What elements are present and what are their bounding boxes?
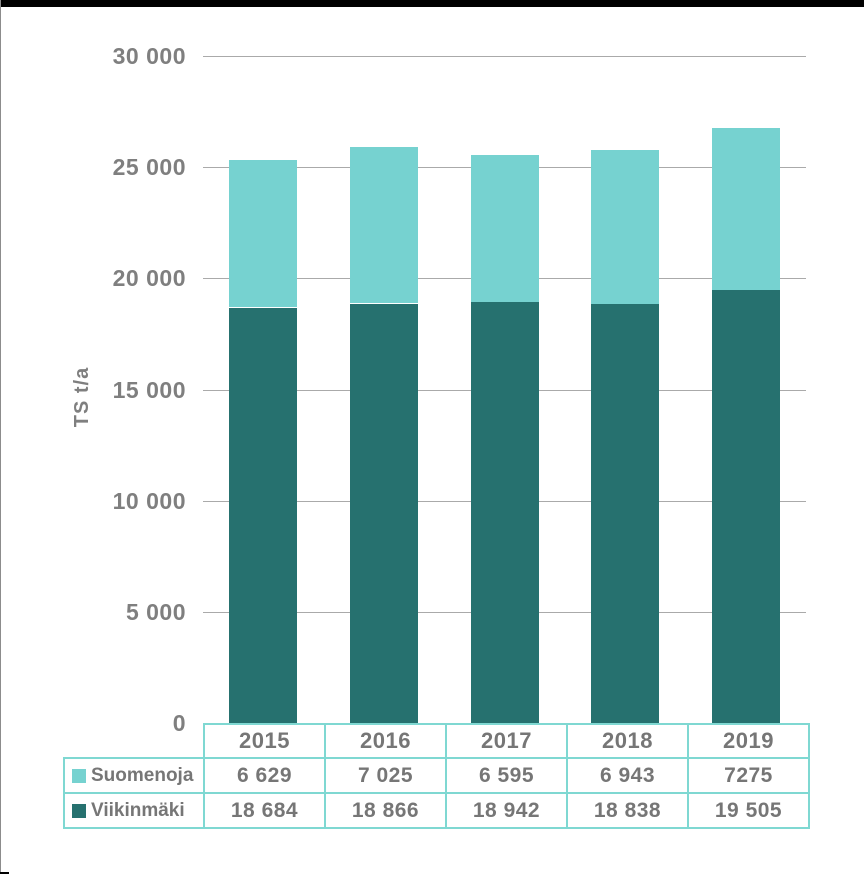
value-cell-suomenoja-2015: 6 629 — [203, 757, 326, 794]
bar-segment-suomenoja-2015 — [229, 160, 297, 307]
y-tick-label: 10 000 — [112, 488, 186, 514]
y-tick-label: 25 000 — [112, 154, 186, 180]
bottom-left-corner-mark — [0, 872, 9, 874]
y-tick-label: 20 000 — [112, 265, 186, 291]
data-table: 2015 2016 2017 2018 2019 Suomenoja 6 629 7 025 6… — [63, 723, 810, 829]
bar-segment-viikinmäki-2015 — [229, 308, 297, 723]
value-cell-suomenoja-2019: 7275 — [687, 757, 810, 794]
value-cell-viikinmäki-2018: 18 838 — [566, 792, 689, 829]
bar-segment-viikinmäki-2016 — [350, 304, 418, 723]
y-tick-label: 5 000 — [125, 599, 186, 625]
value-cell-suomenoja-2018: 6 943 — [566, 757, 689, 794]
legend-cell-suomenoja: Suomenoja — [63, 757, 205, 794]
y-tick-label: 0 — [172, 710, 186, 736]
year-header-2016: 2016 — [324, 723, 447, 759]
y-tick-label: 15 000 — [112, 377, 186, 403]
bar-segment-viikinmäki-2017 — [471, 302, 539, 723]
bar-segment-suomenoja-2018 — [591, 150, 659, 304]
year-header-2019: 2019 — [687, 723, 810, 759]
left-edge-line — [0, 0, 1, 874]
year-header-2015: 2015 — [203, 723, 326, 759]
bar-segment-suomenoja-2017 — [471, 155, 539, 302]
gridline — [203, 56, 806, 57]
year-header-2018: 2018 — [566, 723, 689, 759]
value-cell-suomenoja-2017: 6 595 — [445, 757, 568, 794]
value-cell-viikinmäki-2019: 19 505 — [687, 792, 810, 829]
value-cell-suomenoja-2016: 7 025 — [324, 757, 447, 794]
value-cell-viikinmäki-2016: 18 866 — [324, 792, 447, 829]
legend-label-viikinmäki: Viikinmäki — [91, 799, 185, 821]
legend-cell-viikinmäki: Viikinmäki — [63, 792, 205, 829]
top-black-bar — [0, 0, 864, 7]
legend-swatch-suomenoja — [72, 768, 86, 783]
legend-swatch-viikinmäki — [72, 803, 86, 818]
year-header-2017: 2017 — [445, 723, 568, 759]
bar-segment-suomenoja-2016 — [350, 147, 418, 303]
y-tick-label: 30 000 — [112, 43, 186, 69]
bar-segment-suomenoja-2019 — [712, 128, 780, 290]
bar-segment-viikinmäki-2019 — [712, 289, 780, 723]
legend-label-suomenoja: Suomenoja — [91, 764, 194, 786]
table-corner-cell — [64, 724, 204, 758]
value-cell-viikinmäki-2015: 18 684 — [203, 792, 326, 829]
bar-segment-viikinmäki-2018 — [591, 304, 659, 723]
value-cell-viikinmäki-2017: 18 942 — [445, 792, 568, 829]
